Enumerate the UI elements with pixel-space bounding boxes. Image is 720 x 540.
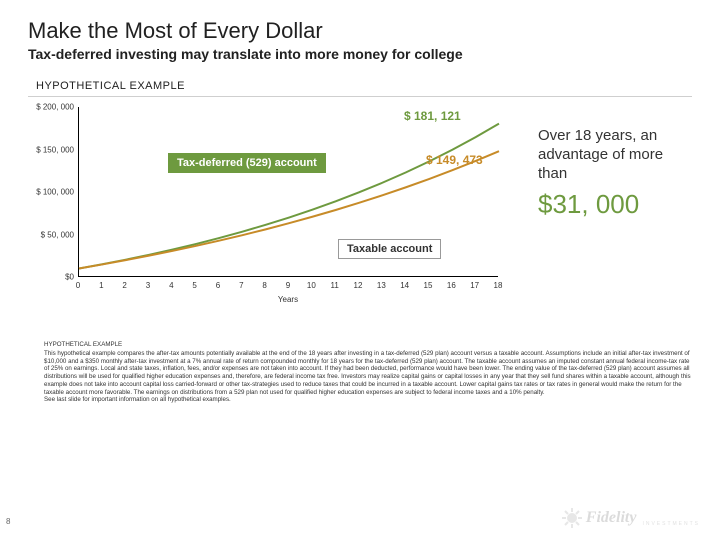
x-tick-label: 6 (216, 281, 220, 290)
page-subtitle: Tax-deferred investing may translate int… (28, 46, 692, 62)
x-tick-label: 0 (76, 281, 80, 290)
legend-tax-deferred: Tax-deferred (529) account (168, 153, 326, 173)
callout-text: Over 18 years, an advantage of more than (538, 127, 688, 183)
x-tick-label: 8 (262, 281, 266, 290)
x-tick-label: 2 (122, 281, 126, 290)
advantage-callout: Over 18 years, an advantage of more than… (538, 127, 688, 220)
y-tick-label: $ 150, 000 (28, 145, 74, 154)
end-value-taxable: $ 149, 473 (426, 153, 483, 167)
x-tick-label: 10 (307, 281, 316, 290)
x-tick-label: 15 (424, 281, 433, 290)
page-number: 8 (6, 517, 10, 526)
x-tick-label: 9 (286, 281, 290, 290)
x-tick-label: 18 (494, 281, 503, 290)
x-tick-label: 3 (146, 281, 150, 290)
x-axis-label: Years (78, 295, 498, 304)
disclaimer-body: This hypothetical example compares the a… (44, 350, 692, 397)
disclaimer-heading: HYPOTHETICAL EXAMPLE (44, 341, 692, 349)
logo-subtext: INVESTMENTS (642, 521, 700, 527)
logo-text: Fidelity (586, 509, 637, 527)
legend-taxable: Taxable account (338, 239, 441, 259)
divider (28, 96, 692, 97)
example-label: HYPOTHETICAL EXAMPLE (36, 80, 692, 92)
disclaimer: HYPOTHETICAL EXAMPLE This hypothetical e… (28, 341, 692, 404)
page-title: Make the Most of Every Dollar (28, 18, 692, 44)
logo-burst-icon (562, 508, 582, 528)
x-tick-label: 11 (331, 281, 339, 290)
x-tick-label: 12 (354, 281, 363, 290)
x-tick-label: 16 (447, 281, 456, 290)
callout-amount: $31, 000 (538, 189, 688, 220)
y-tick-label: $ 200, 000 (28, 103, 74, 112)
y-tick-label: $ 100, 000 (28, 188, 74, 197)
x-tick-label: 13 (377, 281, 386, 290)
x-tick-label: 1 (99, 281, 103, 290)
x-tick-label: 5 (192, 281, 196, 290)
x-tick-label: 4 (169, 281, 173, 290)
x-tick-label: 7 (239, 281, 243, 290)
y-tick-label: $0 (28, 273, 74, 282)
disclaimer-note: See last slide for important information… (44, 396, 692, 404)
end-value-tax-deferred: $ 181, 121 (404, 109, 461, 123)
growth-chart: Years $0 $ 50, 000 $ 100, 000 $ 150, 000 $ 2… (28, 103, 518, 313)
fidelity-logo: Fidelity INVESTMENTS (562, 508, 700, 528)
x-tick-label: 17 (470, 281, 479, 290)
x-tick-label: 14 (400, 281, 409, 290)
y-tick-label: $ 50, 000 (28, 230, 74, 239)
